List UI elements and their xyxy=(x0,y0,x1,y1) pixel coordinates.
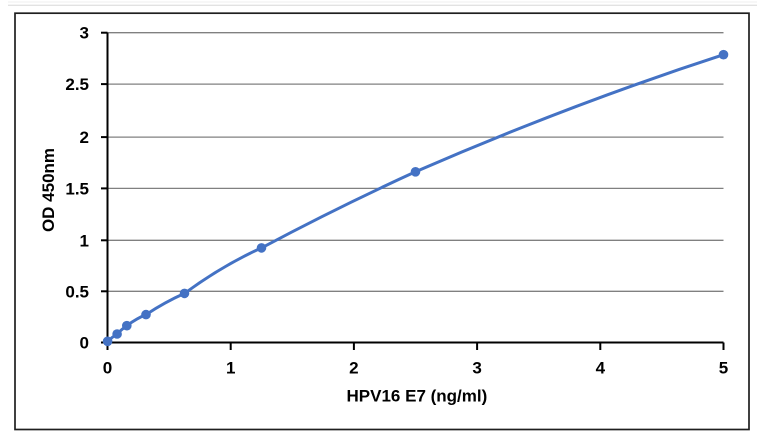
svg-text:5: 5 xyxy=(719,358,728,377)
svg-text:3: 3 xyxy=(80,24,89,43)
svg-text:4: 4 xyxy=(596,358,606,377)
svg-text:1.5: 1.5 xyxy=(65,179,89,198)
svg-text:1: 1 xyxy=(226,358,235,377)
svg-text:0: 0 xyxy=(80,334,89,353)
svg-text:2: 2 xyxy=(349,358,358,377)
svg-text:2.5: 2.5 xyxy=(65,75,89,94)
svg-text:HPV16 E7 (ng/ml): HPV16 E7 (ng/ml) xyxy=(347,386,488,405)
svg-text:3: 3 xyxy=(472,358,481,377)
svg-text:0.5: 0.5 xyxy=(65,282,89,301)
svg-text:0: 0 xyxy=(103,358,112,377)
svg-text:OD 450nm: OD 450nm xyxy=(39,148,58,232)
svg-text:2: 2 xyxy=(80,128,89,147)
svg-text:1: 1 xyxy=(80,231,89,250)
